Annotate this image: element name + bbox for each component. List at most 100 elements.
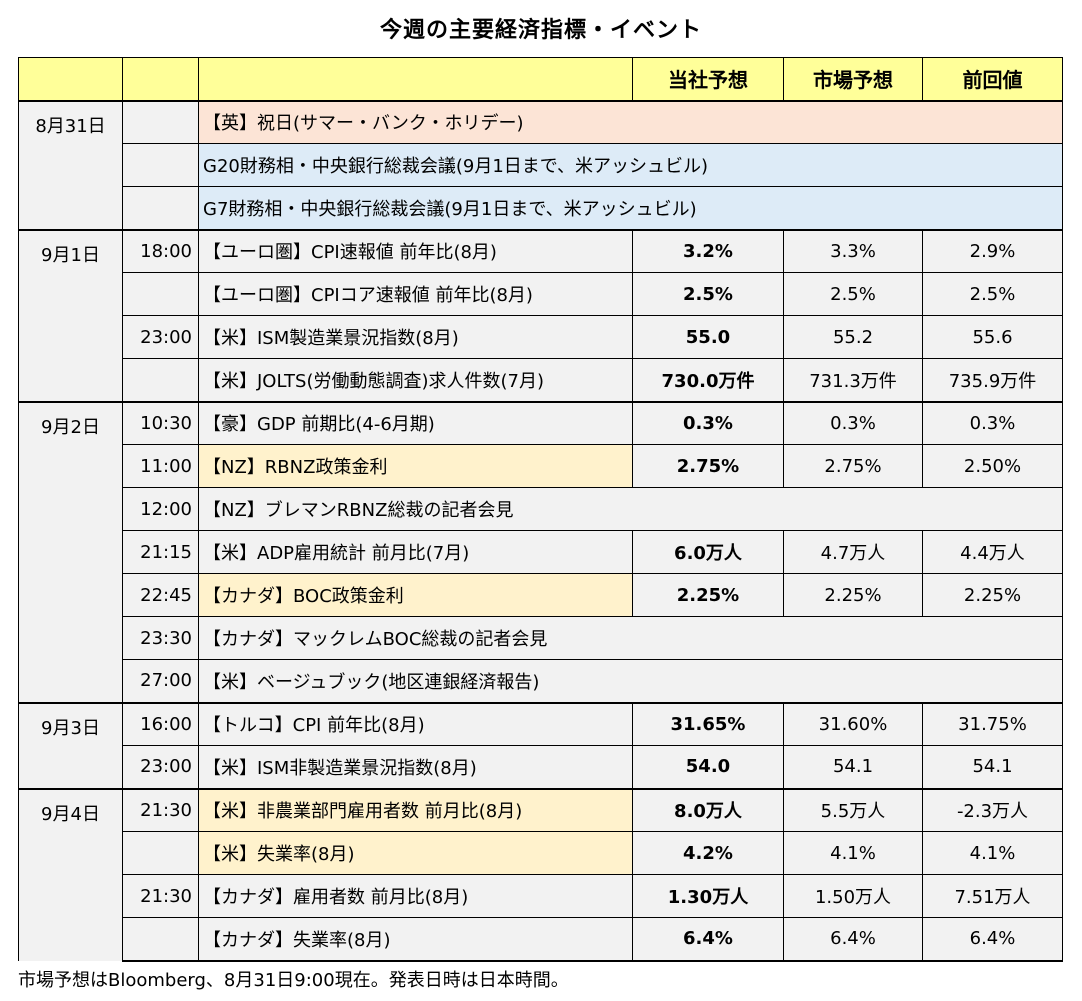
previous-value-cell: 2.9% [922, 228, 1063, 273]
table-row: 【米】失業率(8月) 4.2% 4.1% 4.1% [19, 831, 1063, 875]
event-cell: 【トルコ】CPI 前年比(8月) [198, 701, 633, 746]
table-body: 8月31日 【英】祝日(サマー・バンク・ホリデー) G20財務相・中央銀行総裁会議(… [18, 99, 1063, 962]
date-cell: 9月1日 [18, 228, 123, 402]
time-cell: 23:00 [122, 315, 199, 359]
footnote: 市場予想はBloomberg、8月31日9:00現在。発表日時は日本時間。 [18, 970, 569, 991]
time-cell [122, 143, 199, 187]
date-cell: 9月4日 [18, 787, 123, 961]
table-row: 23:30 【カナダ】マックレムBOC総裁の記者会見 [19, 616, 1063, 660]
previous-value-cell: -2.3万人 [922, 787, 1063, 832]
own-forecast-cell: 8.0万人 [632, 787, 784, 832]
event-cell: 【ユーロ圏】CPI速報値 前年比(8月) [198, 228, 633, 273]
market-forecast-cell: 1.50万人 [783, 874, 923, 918]
previous-value-cell: 0.3% [922, 400, 1063, 445]
header-previous-value: 前回値 [922, 57, 1063, 101]
market-forecast-cell: 54.1 [783, 745, 923, 790]
own-forecast-cell: 1.30万人 [632, 874, 784, 918]
own-forecast-cell: 730.0万件 [632, 358, 784, 403]
date-cell: 9月2日 [18, 400, 123, 703]
table-row: 21:15 【米】ADP雇用統計 前月比(7月) 6.0万人 4.7万人 4.4万人 [19, 530, 1063, 574]
own-forecast-cell: 4.2% [632, 831, 784, 875]
header-time-cell [122, 57, 199, 101]
header-event-cell [198, 57, 633, 101]
time-cell: 22:45 [122, 573, 199, 617]
time-cell: 21:30 [122, 787, 199, 832]
previous-value-cell: 2.5% [922, 272, 1063, 316]
time-cell: 11:00 [122, 444, 199, 488]
table-header-row: 当社予想 市場予想 前回値 [18, 57, 1063, 101]
market-forecast-cell: 2.25% [783, 573, 923, 617]
table-row: 11:00 【NZ】RBNZ政策金利 2.75% 2.75% 2.50% [19, 444, 1063, 488]
economic-calendar-table: 当社予想 市場予想 前回値 8月31日 【英】祝日(サマー・バンク・ホリデー) G2… [18, 57, 1063, 962]
event-cell: 【カナダ】雇用者数 前月比(8月) [198, 874, 633, 918]
table-row: 23:00 【米】ISM製造業景況指数(8月) 55.0 55.2 55.6 [19, 315, 1063, 359]
own-forecast-cell: 55.0 [632, 315, 784, 359]
previous-value-cell: 2.50% [922, 444, 1063, 488]
market-forecast-cell: 55.2 [783, 315, 923, 359]
date-cell: 9月3日 [18, 701, 123, 789]
event-cell: 【米】ISM非製造業景況指数(8月) [198, 745, 633, 790]
event-cell: 【カナダ】BOC政策金利 [198, 573, 633, 617]
previous-value-cell: 7.51万人 [922, 874, 1063, 918]
event-cell: 【米】ADP雇用統計 前月比(7月) [198, 530, 633, 574]
event-cell: 【豪】GDP 前期比(4-6月期) [198, 400, 633, 445]
own-forecast-cell: 3.2% [632, 228, 784, 273]
market-forecast-cell: 2.5% [783, 272, 923, 316]
own-forecast-cell: 2.75% [632, 444, 784, 488]
table-row: 9月1日 18:00 【ユーロ圏】CPI速報値 前年比(8月) 3.2% 3.3% 2.9… [18, 228, 1063, 402]
header-own-forecast: 当社予想 [632, 57, 784, 101]
time-cell [122, 99, 199, 144]
previous-value-cell: 54.1 [922, 745, 1063, 790]
event-cell: 【米】JOLTS(労働動態調査)求人件数(7月) [198, 358, 633, 403]
time-cell: 21:15 [122, 530, 199, 574]
event-cell: 【ユーロ圏】CPIコア速報値 前年比(8月) [198, 272, 633, 316]
time-cell: 27:00 [122, 659, 199, 704]
own-forecast-cell: 6.4% [632, 917, 784, 962]
time-cell: 12:00 [122, 487, 199, 531]
table-row: 27:00 【米】ベージュブック(地区連銀経済報告) [19, 659, 1063, 704]
time-cell [122, 186, 199, 231]
event-cell: 【NZ】RBNZ政策金利 [198, 444, 633, 488]
market-forecast-cell: 3.3% [783, 228, 923, 273]
event-cell: 【米】失業率(8月) [198, 831, 633, 875]
table-row: 9月4日 21:30 【米】非農業部門雇用者数 前月比(8月) 8.0万人 5.5万人 -… [18, 787, 1063, 961]
market-forecast-cell: 4.7万人 [783, 530, 923, 574]
event-cell: 【米】ベージュブック(地区連銀経済報告) [198, 659, 1063, 704]
event-cell: 【英】祝日(サマー・バンク・ホリデー) [198, 99, 1063, 144]
own-forecast-cell: 2.25% [632, 573, 784, 617]
table-row: 12:00 【NZ】ブレマンRBNZ総裁の記者会見 [19, 487, 1063, 531]
time-cell [122, 272, 199, 316]
table-row: 【カナダ】失業率(8月) 6.4% 6.4% 6.4% [19, 917, 1063, 962]
table-row: 21:30 【カナダ】雇用者数 前月比(8月) 1.30万人 1.50万人 7.51万人 [19, 874, 1063, 918]
time-cell [122, 358, 199, 403]
table-row: 23:00 【米】ISM非製造業景況指数(8月) 54.0 54.1 54.1 [19, 745, 1063, 790]
market-forecast-cell: 731.3万件 [783, 358, 923, 403]
previous-value-cell: 4.1% [922, 831, 1063, 875]
time-cell: 21:30 [122, 874, 199, 918]
event-cell: G20財務相・中央銀行総裁会議(9月1日まで、米アッシュビル) [198, 143, 1063, 187]
market-forecast-cell: 0.3% [783, 400, 923, 445]
time-cell: 18:00 [122, 228, 199, 273]
time-cell [122, 831, 199, 875]
own-forecast-cell: 31.65% [632, 701, 784, 746]
event-cell: 【米】ISM製造業景況指数(8月) [198, 315, 633, 359]
table-row: 【ユーロ圏】CPIコア速報値 前年比(8月) 2.5% 2.5% 2.5% [19, 272, 1063, 316]
header-date-cell [18, 57, 123, 101]
previous-value-cell: 31.75% [922, 701, 1063, 746]
market-forecast-cell: 2.75% [783, 444, 923, 488]
time-cell: 23:00 [122, 745, 199, 790]
event-cell: 【米】非農業部門雇用者数 前月比(8月) [198, 787, 633, 832]
time-cell: 23:30 [122, 616, 199, 660]
previous-value-cell: 55.6 [922, 315, 1063, 359]
own-forecast-cell: 6.0万人 [632, 530, 784, 574]
own-forecast-cell: 54.0 [632, 745, 784, 790]
time-cell: 10:30 [122, 400, 199, 445]
header-market-forecast: 市場予想 [783, 57, 923, 101]
time-cell: 16:00 [122, 701, 199, 746]
market-forecast-cell: 6.4% [783, 917, 923, 962]
table-row: 8月31日 【英】祝日(サマー・バンク・ホリデー) [18, 99, 1063, 230]
time-cell [122, 917, 199, 962]
market-forecast-cell: 5.5万人 [783, 787, 923, 832]
previous-value-cell: 2.25% [922, 573, 1063, 617]
previous-value-cell: 6.4% [922, 917, 1063, 962]
